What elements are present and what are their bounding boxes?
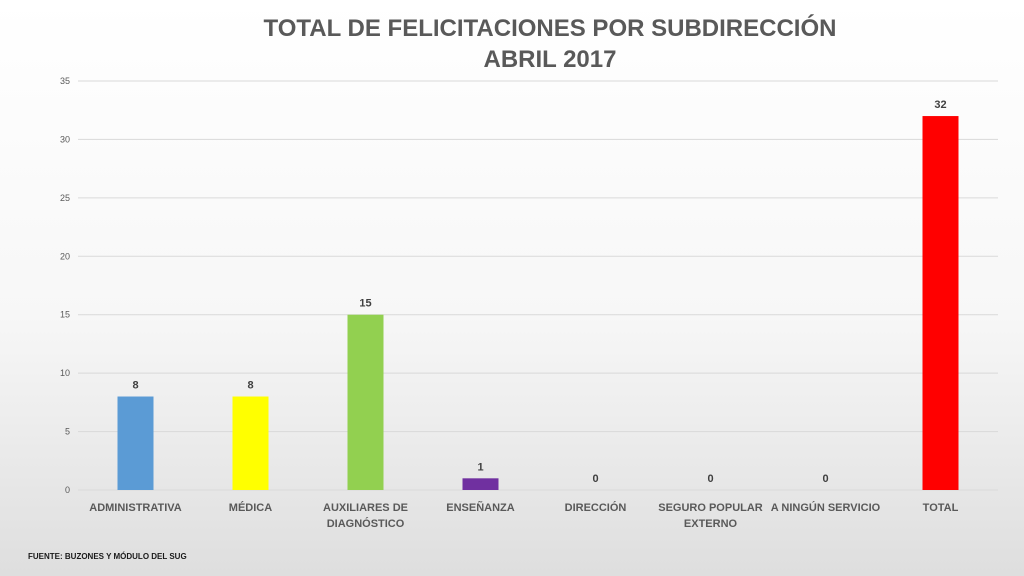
source-note: FUENTE: BUZONES Y MÓDULO DEL SUG [28, 552, 187, 561]
category-label: DIAGNÓSTICO [327, 517, 405, 530]
bar [922, 116, 959, 491]
data-label: 8 [132, 380, 138, 392]
data-label: 0 [822, 473, 828, 485]
bar [117, 396, 154, 490]
y-tick-label: 35 [60, 76, 70, 86]
category-label: A NINGÚN SERVICIO [771, 501, 881, 514]
chart-title-line-2: ABRIL 2017 [483, 46, 617, 73]
chart-title-line-1: TOTAL DE FELICITACIONES POR SUBDIRECCIÓN [263, 15, 837, 42]
data-label: 1 [477, 461, 483, 473]
y-tick-label: 30 [60, 134, 70, 144]
y-tick-label: 5 [65, 427, 70, 437]
bar [462, 478, 499, 490]
data-label: 0 [592, 473, 598, 485]
bar [232, 396, 269, 490]
category-label: ENSEÑANZA [446, 501, 515, 514]
category-label: EXTERNO [684, 518, 738, 530]
data-label: 8 [247, 380, 253, 392]
y-tick-label: 15 [60, 310, 70, 320]
y-tick-label: 10 [60, 368, 70, 378]
y-tick-label: 0 [65, 485, 70, 495]
category-label: MÉDICA [229, 501, 272, 514]
data-label: 15 [359, 298, 371, 310]
y-tick-label: 20 [60, 251, 70, 261]
category-label: SEGURO POPULAR [658, 502, 763, 514]
data-label: 32 [934, 99, 946, 111]
bar [347, 314, 384, 490]
category-label: TOTAL [923, 502, 959, 514]
category-label: ADMINISTRATIVA [89, 502, 182, 514]
category-label: DIRECCIÓN [565, 501, 627, 514]
category-label: AUXILIARES DE [323, 502, 408, 514]
data-label: 0 [707, 473, 713, 485]
y-tick-label: 25 [60, 193, 70, 203]
